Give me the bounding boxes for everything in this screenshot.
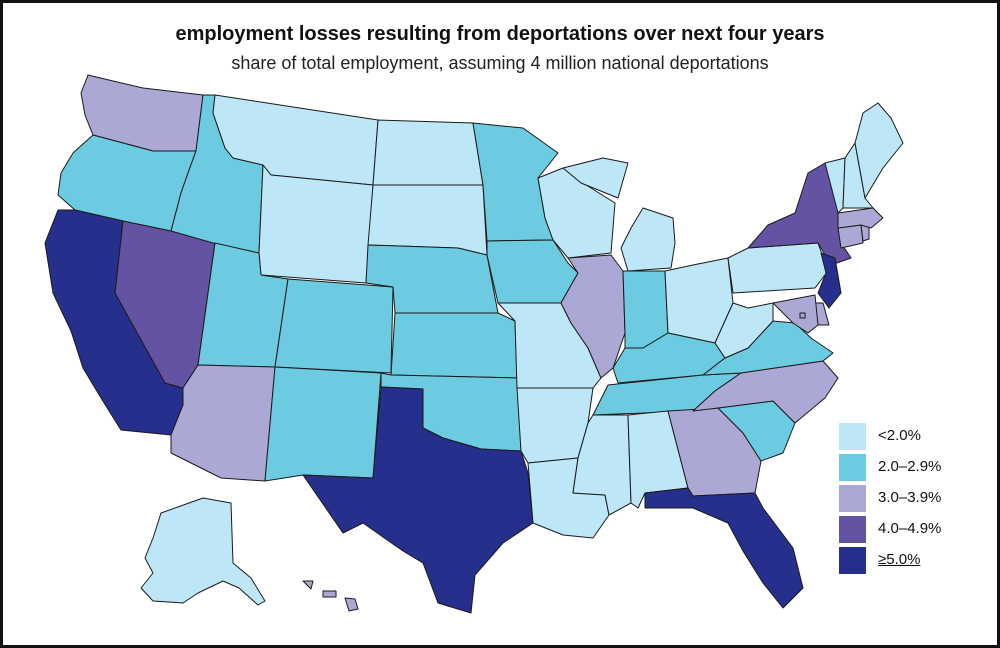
legend-swatch (839, 454, 866, 481)
state-ma (837, 207, 884, 229)
legend-swatch (839, 485, 866, 512)
state-nm (264, 366, 382, 482)
state-fl (644, 487, 804, 609)
legend-label: 3.0–3.9% (878, 489, 942, 506)
state-sd (367, 184, 488, 256)
state-pa (727, 242, 829, 294)
state-il (560, 254, 626, 379)
legend-label: 4.0–4.9% (878, 520, 942, 537)
legend-swatch (839, 423, 866, 450)
state-az (170, 364, 276, 482)
state-ak (140, 497, 266, 606)
state-ct (837, 224, 864, 249)
state-wv (714, 302, 774, 359)
state-ks (390, 312, 518, 379)
legend-label: 2.0–2.9% (878, 458, 942, 475)
legend-label: <2.0% (878, 427, 921, 444)
state-dc (799, 312, 806, 319)
us-choropleth-map (44, 74, 904, 614)
state-md (772, 294, 819, 334)
state-nd (372, 119, 484, 186)
state-mi-lower (620, 207, 676, 272)
state-nj (817, 252, 842, 309)
state-me (854, 102, 904, 199)
legend-swatch (839, 516, 866, 543)
state-in (622, 270, 669, 349)
legend-swatch (839, 547, 866, 574)
state-co (274, 278, 394, 374)
state-tx (302, 386, 534, 614)
state-mi (562, 157, 629, 199)
state-nh (842, 142, 874, 209)
legend-label: ≥5.0% (878, 551, 921, 568)
state-hi (302, 580, 359, 612)
map-subtitle: share of total employment, assuming 4 mi… (231, 53, 769, 73)
state-nc (692, 360, 839, 424)
map-title: employment losses resulting from deporta… (175, 23, 825, 45)
